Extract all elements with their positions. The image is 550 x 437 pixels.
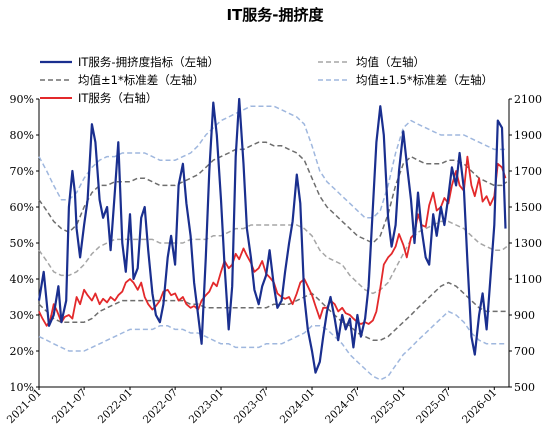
series-band1-upper-line [38,141,508,244]
chart-title: IT服务-拥挤度 [226,6,324,24]
left-tick-label: 50% [10,237,34,250]
legend: IT服务-拥挤度指标（左轴） 均值（左轴） 均值±1*标准差（左轴） 均值±1.… [40,55,493,105]
plot-area: 10% 20% 30% 40% 50% 60% 70% 80% 90% 500 700 900 1100… [5,93,542,426]
x-tick-label: 2025-07 [414,387,453,426]
x-tick-label: 2026-01 [460,387,499,426]
left-tick-label: 60% [10,201,34,214]
legend-label-band15: 均值±1.5*标准差（左轴） [356,73,493,87]
series-band15-upper-line [38,105,507,219]
left-tick-label: 70% [10,165,34,178]
left-tick-label: 80% [10,129,34,142]
x-tick-label: 2022-01 [96,387,135,426]
left-tick-label: 40% [10,273,34,286]
right-tick-label: 1700 [514,165,542,178]
right-tick-label: 2100 [514,93,542,106]
series-band15-lower-line [38,310,507,381]
legend-label-band1: 均值±1*标准差（左轴） [78,73,204,87]
x-tick-label: 2025-01 [369,387,408,426]
series-crowding-line [37,97,507,374]
left-tick-label: 20% [10,345,34,358]
x-tick-label: 2024-01 [278,387,317,426]
x-tick-label: 2024-07 [323,387,362,426]
series-index-line [38,155,507,327]
x-tick-label: 2023-07 [232,387,271,426]
legend-label-index: IT服务（右轴） [78,91,157,105]
left-tick-label: 10% [10,381,34,394]
x-tick-label: 2021-07 [50,387,89,426]
x-tick-label: 2023-01 [187,387,226,426]
series-band1-lower-line [38,281,507,341]
left-tick-label: 30% [10,309,34,322]
right-tick-label: 1300 [514,237,542,250]
right-tick-label: 1500 [514,201,542,214]
right-tick-label: 1100 [514,273,542,286]
left-tick-label: 90% [10,93,34,106]
right-tick-label: 500 [514,381,535,394]
series-mean-line [38,220,508,295]
legend-label-mean: 均值（左轴） [356,55,425,69]
right-tick-label: 1900 [514,129,542,142]
legend-label-crowding: IT服务-拥挤度指标（左轴） [78,55,219,69]
right-tick-label: 900 [514,309,535,322]
right-tick-label: 700 [514,345,535,358]
x-tick-label: 2022-07 [141,387,180,426]
